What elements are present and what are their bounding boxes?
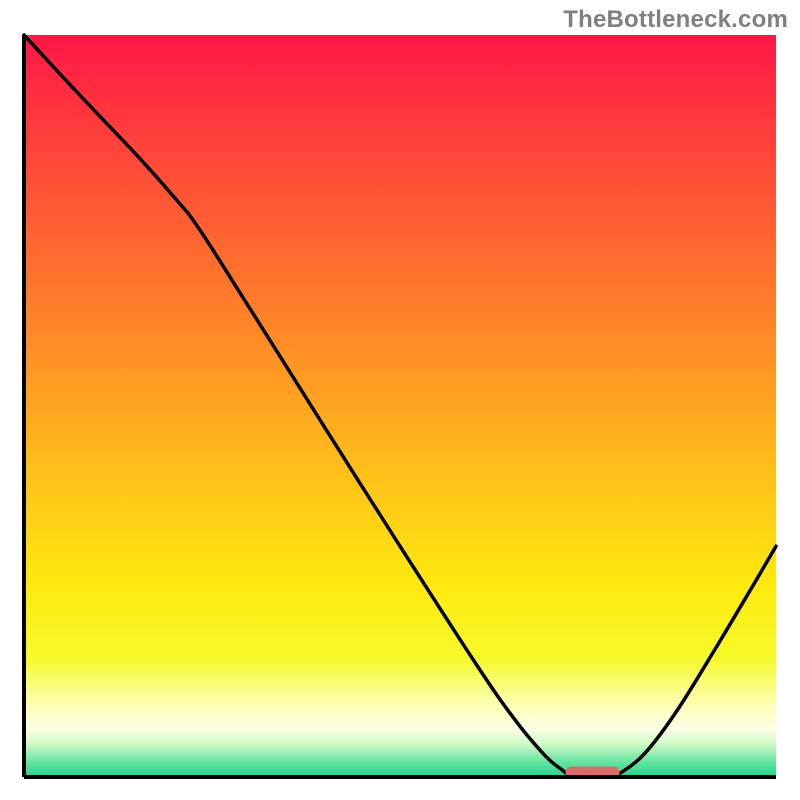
bottleneck-chart [0, 0, 800, 800]
plot-background [24, 35, 776, 777]
watermark-text: TheBottleneck.com [563, 6, 788, 34]
chart-container: TheBottleneck.com [0, 0, 800, 800]
